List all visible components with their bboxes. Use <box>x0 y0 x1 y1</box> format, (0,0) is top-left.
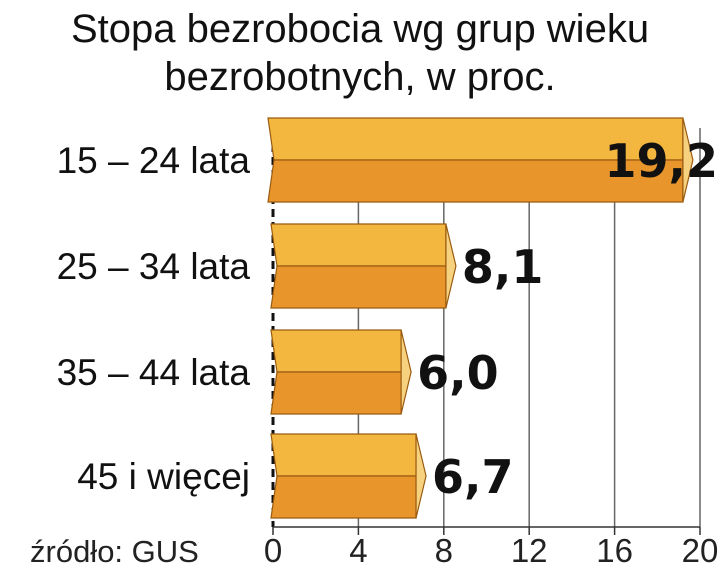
bar-1-top-face <box>270 223 447 267</box>
bar-3-bottom-face <box>270 475 417 519</box>
bar-2-end-cap <box>400 329 412 415</box>
value-label-2: 6,0 <box>417 346 499 400</box>
category-label-1: 25 – 34 lata <box>57 246 251 287</box>
bar-1-end-cap <box>445 223 457 309</box>
tick-label-20: 20 <box>682 532 719 569</box>
tick-label-12: 12 <box>511 532 548 569</box>
value-label-0: 19,2 <box>605 134 719 188</box>
category-label-3: 45 i więcej <box>77 456 250 497</box>
tick-label-8: 8 <box>435 532 453 569</box>
tick-label-16: 16 <box>596 532 633 569</box>
value-label-1: 8,1 <box>462 240 544 294</box>
bars: 15 – 24 lata 19,2 25 – 34 lata 8,1 35 – 44 l… <box>57 117 719 519</box>
tick-label-0: 0 <box>264 532 282 569</box>
bar-1-bottom-face <box>270 265 447 309</box>
chart-title-line-2: bezrobotnych, w proc. <box>164 55 555 99</box>
category-label-2: 35 – 44 lata <box>57 352 251 393</box>
bar-group-2: 35 – 44 lata 6,0 <box>57 329 499 415</box>
bar-3-end-cap <box>415 433 427 519</box>
category-label-0: 15 – 24 lata <box>57 140 251 181</box>
chart-title: Stopa bezrobocia wg grup wieku bezrobotn… <box>71 7 649 99</box>
bar-group-1: 25 – 34 lata 8,1 <box>57 223 544 309</box>
bar-group-3: 45 i więcej 6,7 <box>77 433 514 519</box>
bar-3-top-face <box>270 433 417 477</box>
bar-group-0: 15 – 24 lata 19,2 <box>57 117 719 203</box>
bar-2-bottom-face <box>270 371 402 415</box>
bar-2-top-face <box>270 329 402 373</box>
x-axis: 0 4 8 12 16 20 <box>264 526 719 569</box>
value-label-3: 6,7 <box>432 450 514 504</box>
chart-title-line-1: Stopa bezrobocia wg grup wieku <box>71 7 649 51</box>
bar-0-end-cap <box>682 117 694 203</box>
source-note: źródło: GUS <box>30 534 199 569</box>
tick-label-4: 4 <box>349 532 367 569</box>
